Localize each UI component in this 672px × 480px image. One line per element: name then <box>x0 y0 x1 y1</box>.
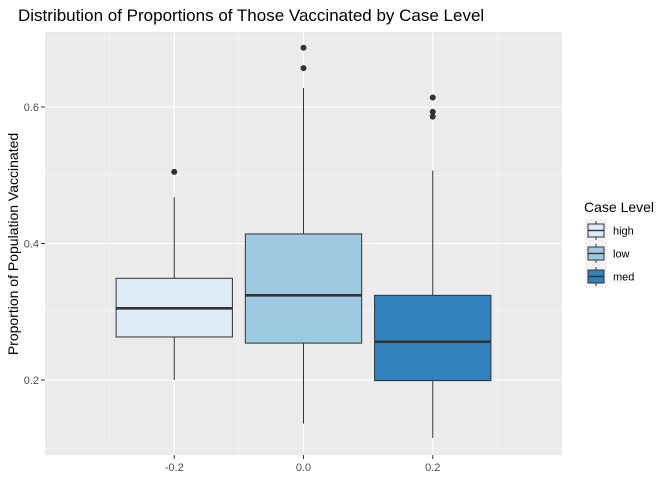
box-low <box>244 44 363 424</box>
outlier-point <box>300 44 307 51</box>
x-tick-label: 0.2 <box>425 462 440 474</box>
iqr-box <box>244 233 363 344</box>
x-axis-ticks: -0.2 0.0 0.2 <box>165 455 440 474</box>
outlier-point <box>429 113 436 120</box>
legend-item-med: med <box>585 265 634 288</box>
iqr-box <box>374 294 492 382</box>
outlier-point <box>171 168 178 175</box>
x-tick-label: 0.0 <box>296 462 311 474</box>
legend: Case Level high low med <box>584 199 654 288</box>
y-axis-label: Proportion of Population Vaccinated <box>5 133 21 355</box>
legend-label: med <box>613 272 634 284</box>
legend-label: low <box>613 249 630 261</box>
legend-title: Case Level <box>584 199 654 215</box>
y-tick-label: 0.4 <box>24 239 39 251</box>
outlier-point <box>429 94 436 101</box>
boxes <box>115 44 492 438</box>
legend-item-high: high <box>585 219 634 242</box>
y-tick-label: 0.2 <box>24 375 39 387</box>
x-tick-label: -0.2 <box>165 462 184 474</box>
outlier-point <box>300 65 307 72</box>
box-high <box>115 168 233 380</box>
box-med <box>374 94 492 438</box>
legend-item-low: low <box>585 242 630 265</box>
legend-label: high <box>613 226 634 238</box>
chart-title: Distribution of Proportions of Those Vac… <box>18 6 484 25</box>
outlier-point <box>429 108 436 115</box>
y-tick-label: 0.6 <box>24 102 39 114</box>
y-axis-ticks: 0.2 0.4 0.6 <box>24 102 45 387</box>
